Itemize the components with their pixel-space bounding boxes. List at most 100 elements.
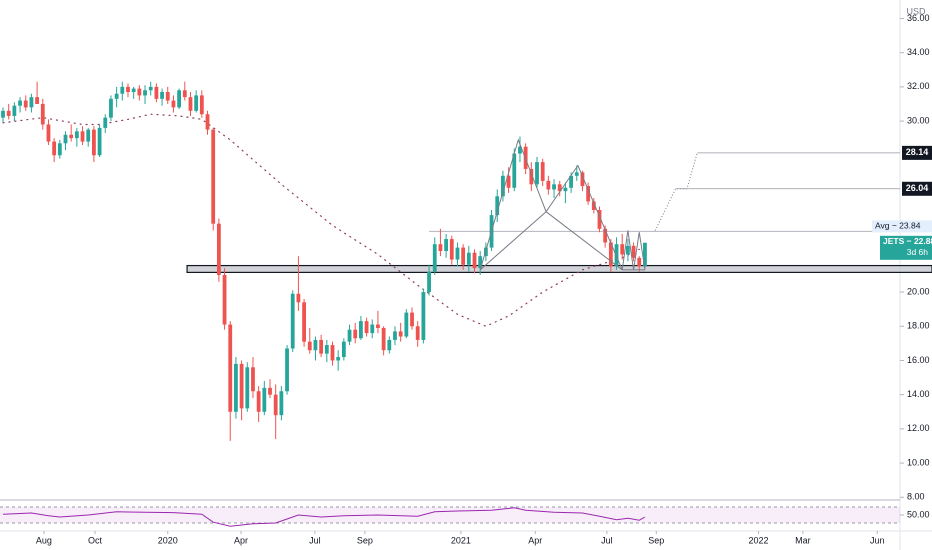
candle-body: [279, 391, 284, 416]
y-tick-label: 20.00: [907, 286, 930, 296]
candle-body: [324, 345, 329, 354]
x-tick-label: Aug: [36, 535, 52, 545]
candle-body: [302, 302, 306, 342]
candle-body: [92, 129, 96, 156]
candle-body: [518, 146, 522, 154]
x-tick-label: Sep: [357, 535, 373, 545]
x-tick-label: Jul: [309, 535, 321, 545]
candle-body: [57, 143, 62, 156]
candle-body: [597, 209, 602, 229]
candle-body: [370, 324, 375, 334]
candle-body: [620, 244, 625, 255]
rsi-tick-label: 50.00: [907, 509, 930, 519]
candle-body: [552, 184, 556, 190]
candle-body: [199, 95, 204, 115]
candle-body: [455, 247, 460, 260]
candle-body: [109, 98, 113, 118]
y-tick-label: 16.00: [907, 355, 930, 365]
candle-body: [495, 196, 500, 216]
candle-body: [557, 184, 562, 192]
target-box: [902, 181, 932, 196]
y-tick-label: 18.00: [907, 321, 930, 331]
candle-body: [586, 186, 591, 202]
x-tick-label: 2021: [451, 535, 471, 545]
candle-body: [404, 312, 409, 337]
candle-body: [563, 187, 568, 192]
candle-body: [449, 239, 454, 260]
y-tick-label: 32.00: [907, 81, 930, 91]
candle-body: [262, 387, 267, 412]
candle-body: [222, 274, 227, 325]
candle-body: [97, 127, 102, 156]
candle-body: [137, 88, 142, 96]
candle-body: [188, 97, 193, 111]
pattern-leg: [479, 211, 547, 271]
x-tick-label: Jul: [601, 535, 613, 545]
candle-body: [131, 88, 136, 92]
candle-body: [393, 331, 397, 340]
candle-body: [569, 175, 573, 188]
x-tick-label: 2020: [158, 535, 178, 545]
candle-body: [154, 86, 159, 99]
candle-body: [501, 175, 505, 197]
candle-body: [296, 293, 301, 303]
x-tick-label: Sep: [648, 535, 664, 545]
candle-body: [1, 110, 5, 118]
candle-body: [256, 391, 261, 412]
candle-body: [529, 168, 534, 185]
candle-body: [69, 134, 74, 139]
candle-body: [478, 256, 483, 269]
candle-body: [40, 103, 45, 125]
support-zone: [186, 264, 932, 274]
candle-body: [506, 175, 511, 188]
candle-body: [625, 245, 630, 255]
candle-body: [120, 86, 125, 94]
candle-body: [472, 252, 477, 269]
candle-body: [546, 180, 551, 190]
candle-body: [376, 324, 380, 328]
pattern-leg: [545, 211, 623, 271]
candle-body: [171, 100, 176, 108]
candle-body: [285, 348, 289, 392]
candle-body: [12, 105, 17, 116]
candle-body: [29, 97, 34, 108]
candle-body: [251, 367, 255, 392]
target-label: 26.04: [906, 183, 929, 193]
candle-body: [319, 339, 324, 354]
target-box: [902, 145, 932, 160]
candle-body: [336, 357, 341, 361]
candle-body: [444, 239, 449, 252]
candle-body: [580, 172, 585, 187]
candle-body: [234, 363, 238, 412]
y-tick-label: 8.00: [907, 492, 925, 502]
x-tick-label: Jun: [870, 535, 885, 545]
x-tick-label: Apr: [528, 535, 542, 545]
candle-body: [603, 228, 608, 243]
candle-body: [398, 331, 403, 337]
rsi-band: [0, 507, 900, 523]
candle-body: [313, 339, 318, 351]
avg-box: [872, 220, 932, 233]
candle-body: [46, 124, 51, 142]
candle-body: [114, 93, 119, 99]
candle-body: [341, 341, 346, 358]
candle-body: [353, 329, 358, 339]
price-label: JETS − 22.88: [883, 236, 932, 246]
candle-body: [438, 244, 443, 252]
candle-body: [381, 327, 386, 351]
candle-body: [347, 329, 352, 342]
candle-body: [535, 162, 539, 185]
candle-body: [410, 312, 414, 327]
candle-body: [461, 247, 466, 265]
candle-body: [35, 97, 39, 104]
candle-body: [574, 172, 579, 176]
candle-body: [74, 131, 79, 139]
candle-body: [160, 91, 164, 99]
target-label: 28.14: [906, 147, 929, 157]
candle-body: [421, 292, 426, 340]
candle-body: [427, 271, 431, 293]
candle-body: [387, 339, 392, 351]
candle-body: [194, 95, 199, 111]
